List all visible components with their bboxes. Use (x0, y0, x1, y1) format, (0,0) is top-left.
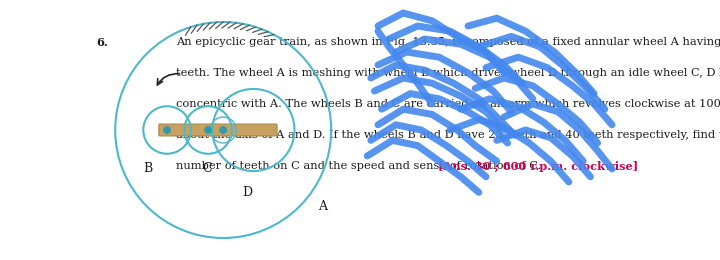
Circle shape (220, 127, 226, 133)
Text: concentric with A. The wheels B and C are carried on an arm which revolves clock: concentric with A. The wheels B and C ar… (176, 99, 720, 109)
Circle shape (163, 127, 171, 133)
Text: about the axis of A and D. If the wheels B and D have 25 teeth and 40 teeth resp: about the axis of A and D. If the wheels… (176, 130, 720, 140)
Text: C: C (203, 162, 212, 176)
Circle shape (204, 127, 212, 133)
Text: teeth. The wheel A is meshing with wheel B which drives wheel D through an idle : teeth. The wheel A is meshing with wheel… (176, 68, 720, 78)
Text: B: B (143, 162, 153, 176)
Text: [Ans. 30 ; 600 r.p.m. clockwise]: [Ans. 30 ; 600 r.p.m. clockwise] (438, 161, 638, 172)
Text: An epicyclic gear train, as shown in Fig. 13.35, is composed of a fixed annular : An epicyclic gear train, as shown in Fig… (176, 37, 720, 47)
Text: number of teeth on C and the speed and sense of rotation of C.: number of teeth on C and the speed and s… (176, 161, 541, 171)
Text: D: D (243, 186, 253, 199)
FancyBboxPatch shape (159, 124, 277, 136)
Text: 6.: 6. (96, 37, 109, 48)
Text: A: A (318, 200, 327, 213)
